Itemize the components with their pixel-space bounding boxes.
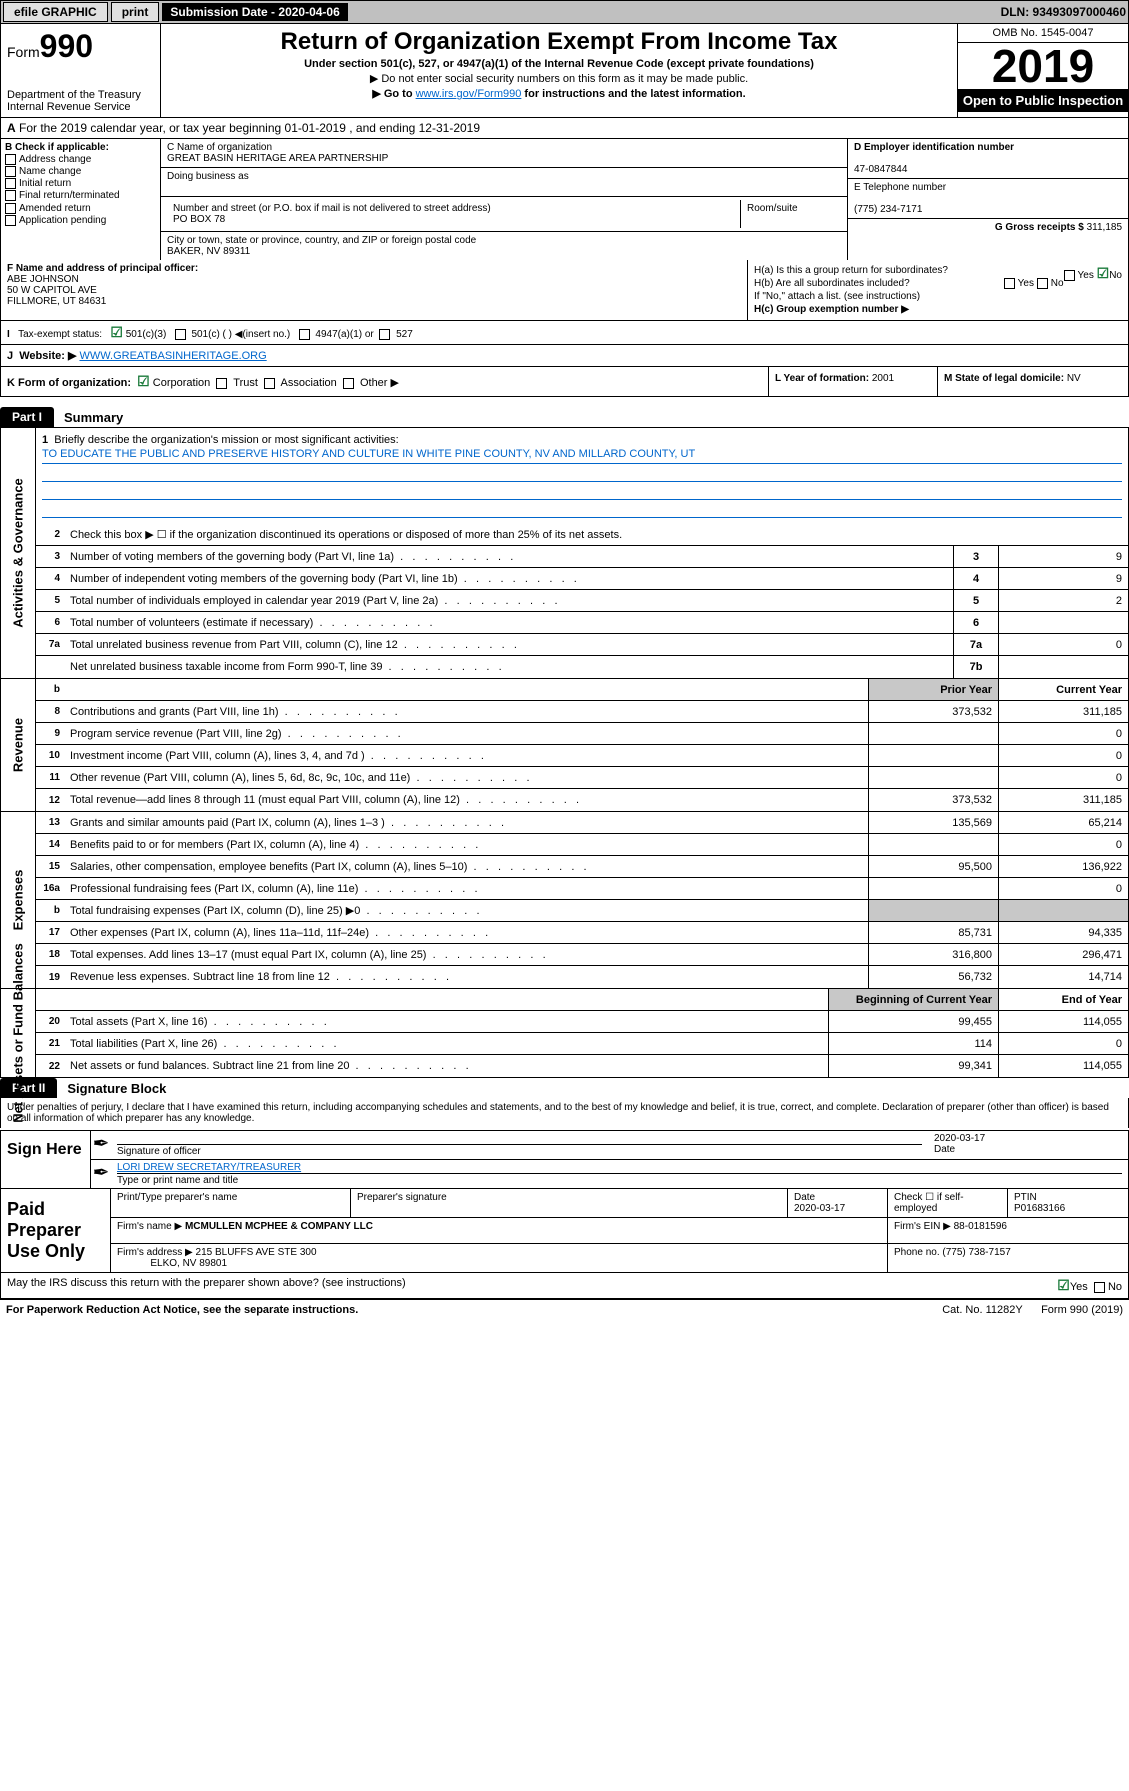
part1-header: Part I Summary	[0, 407, 1129, 427]
summary-row: 10Investment income (Part VIII, column (…	[36, 745, 1128, 767]
summary-row: 3Number of voting members of the governi…	[36, 546, 1128, 568]
vlabel-revenue: Revenue	[11, 718, 26, 772]
summary-row: 12Total revenue—add lines 8 through 11 (…	[36, 789, 1128, 811]
efile-button[interactable]: efile GRAPHIC	[3, 2, 108, 22]
row-j-website: J Website: ▶ WWW.GREATBASINHERITAGE.ORG	[0, 345, 1129, 367]
print-button[interactable]: print	[111, 2, 160, 22]
form-number: Form990	[7, 28, 154, 65]
row-f-h: F Name and address of principal officer:…	[0, 260, 1129, 321]
row-i: I Tax-exempt status: ☑ 501(c)(3) 501(c) …	[0, 321, 1129, 345]
website-link[interactable]: WWW.GREATBASINHERITAGE.ORG	[79, 350, 266, 362]
org-address: PO BOX 78	[173, 214, 225, 225]
summary-row: 5Total number of individuals employed in…	[36, 590, 1128, 612]
summary-row: 7aTotal unrelated business revenue from …	[36, 634, 1128, 656]
box-c: C Name of organizationGREAT BASIN HERITA…	[161, 139, 848, 260]
form-subtitle: Under section 501(c), 527, or 4947(a)(1)…	[169, 58, 949, 70]
state-domicile: NV	[1067, 373, 1081, 384]
irs-link[interactable]: www.irs.gov/Form990	[416, 88, 522, 100]
summary-row: 8Contributions and grants (Part VIII, li…	[36, 701, 1128, 723]
summary-row: 18Total expenses. Add lines 13–17 (must …	[36, 944, 1128, 966]
prep-date: 2020-03-17	[794, 1203, 845, 1214]
tax-year: 2019	[958, 43, 1128, 89]
row-k-l-m: K Form of organization: ☑ Corporation Tr…	[0, 367, 1129, 397]
summary-row: 11Other revenue (Part VIII, column (A), …	[36, 767, 1128, 789]
year-formation: 2001	[872, 373, 894, 384]
summary-row: Net unrelated business taxable income fr…	[36, 656, 1128, 678]
perjury-text: Under penalties of perjury, I declare th…	[0, 1098, 1129, 1128]
firm-addr: 215 BLUFFS AVE STE 300	[196, 1247, 317, 1258]
ptin-value: P01683166	[1014, 1203, 1065, 1214]
firm-name: MCMULLEN MCPHEE & COMPANY LLC	[185, 1221, 373, 1232]
summary-row: 9Program service revenue (Part VIII, lin…	[36, 723, 1128, 745]
firm-ein: 88-0181596	[954, 1221, 1007, 1232]
irs-label: Internal Revenue Service	[7, 101, 154, 113]
vlabel-expenses: Expenses	[11, 870, 26, 931]
top-bar: efile GRAPHIC print Submission Date - 20…	[0, 0, 1129, 24]
discuss-row: May the IRS discuss this return with the…	[0, 1273, 1129, 1299]
summary-row: 19Revenue less expenses. Subtract line 1…	[36, 966, 1128, 988]
summary-row: 21Total liabilities (Part X, line 26)114…	[36, 1033, 1128, 1055]
check-initial[interactable]	[5, 178, 16, 189]
firm-phone: (775) 738-7157	[942, 1247, 1010, 1258]
paid-preparer-block: Paid Preparer Use Only Print/Type prepar…	[0, 1189, 1129, 1273]
sign-here-block: Sign Here ✒ Signature of officer 2020-03…	[0, 1130, 1129, 1189]
check-address[interactable]	[5, 154, 16, 165]
check-amended[interactable]	[5, 203, 16, 214]
box-b: B Check if applicable: Address change Na…	[1, 139, 161, 260]
check-final[interactable]	[5, 190, 16, 201]
summary-row: 6Total number of volunteers (estimate if…	[36, 612, 1128, 634]
vlabel-activities: Activities & Governance	[11, 478, 26, 628]
part1-box: Activities & Governance 1 Briefly descri…	[0, 427, 1129, 679]
form-header: Form990 Department of the Treasury Inter…	[0, 24, 1129, 118]
mission-text: TO EDUCATE THE PUBLIC AND PRESERVE HISTO…	[42, 446, 1122, 464]
summary-row: 22Net assets or fund balances. Subtract …	[36, 1055, 1128, 1077]
summary-row: 17Other expenses (Part IX, column (A), l…	[36, 922, 1128, 944]
gross-receipts: 311,185	[1087, 222, 1122, 233]
tax-year-line: A For the 2019 calendar year, or tax yea…	[0, 118, 1129, 139]
footer: For Paperwork Reduction Act Notice, see …	[0, 1299, 1129, 1320]
form-note1: ▶ Do not enter social security numbers o…	[169, 72, 949, 85]
check-name[interactable]	[5, 166, 16, 177]
summary-row: 16aProfessional fundraising fees (Part I…	[36, 878, 1128, 900]
box-d: D Employer identification number47-08478…	[848, 139, 1128, 260]
arrow-icon: ✒	[91, 1131, 111, 1159]
officer-name: ABE JOHNSON	[7, 274, 79, 285]
section-b-c-d: B Check if applicable: Address change Na…	[0, 139, 1129, 260]
check-pending[interactable]	[5, 215, 16, 226]
open-to-public: Open to Public Inspection	[958, 89, 1128, 112]
submission-date: Submission Date - 2020-04-06	[162, 3, 347, 21]
vlabel-netassets: Net Assets or Fund Balances	[11, 943, 26, 1122]
dept-label: Department of the Treasury	[7, 89, 154, 101]
summary-row: 15Salaries, other compensation, employee…	[36, 856, 1128, 878]
summary-row: bTotal fundraising expenses (Part IX, co…	[36, 900, 1128, 922]
summary-row: 20Total assets (Part X, line 16)99,45511…	[36, 1011, 1128, 1033]
summary-row: 13Grants and similar amounts paid (Part …	[36, 812, 1128, 834]
officer-signed[interactable]: LORI DREW SECRETARY/TREASURER	[117, 1162, 301, 1173]
summary-row: 14Benefits paid to or for members (Part …	[36, 834, 1128, 856]
check-501c3: ☑	[110, 324, 123, 340]
form-note2: ▶ Go to www.irs.gov/Form990 for instruct…	[169, 87, 949, 100]
org-city: BAKER, NV 89311	[167, 246, 250, 257]
dln-label: DLN: 93493097000460	[1001, 5, 1126, 19]
summary-row: 4Number of independent voting members of…	[36, 568, 1128, 590]
phone-value: (775) 234-7171	[854, 204, 922, 215]
form-title: Return of Organization Exempt From Incom…	[169, 28, 949, 56]
part2-header: Part II Signature Block	[0, 1078, 1129, 1098]
org-name: GREAT BASIN HERITAGE AREA PARTNERSHIP	[167, 153, 388, 164]
sig-date: 2020-03-17	[934, 1133, 985, 1144]
ein-value: 47-0847844	[854, 164, 907, 175]
